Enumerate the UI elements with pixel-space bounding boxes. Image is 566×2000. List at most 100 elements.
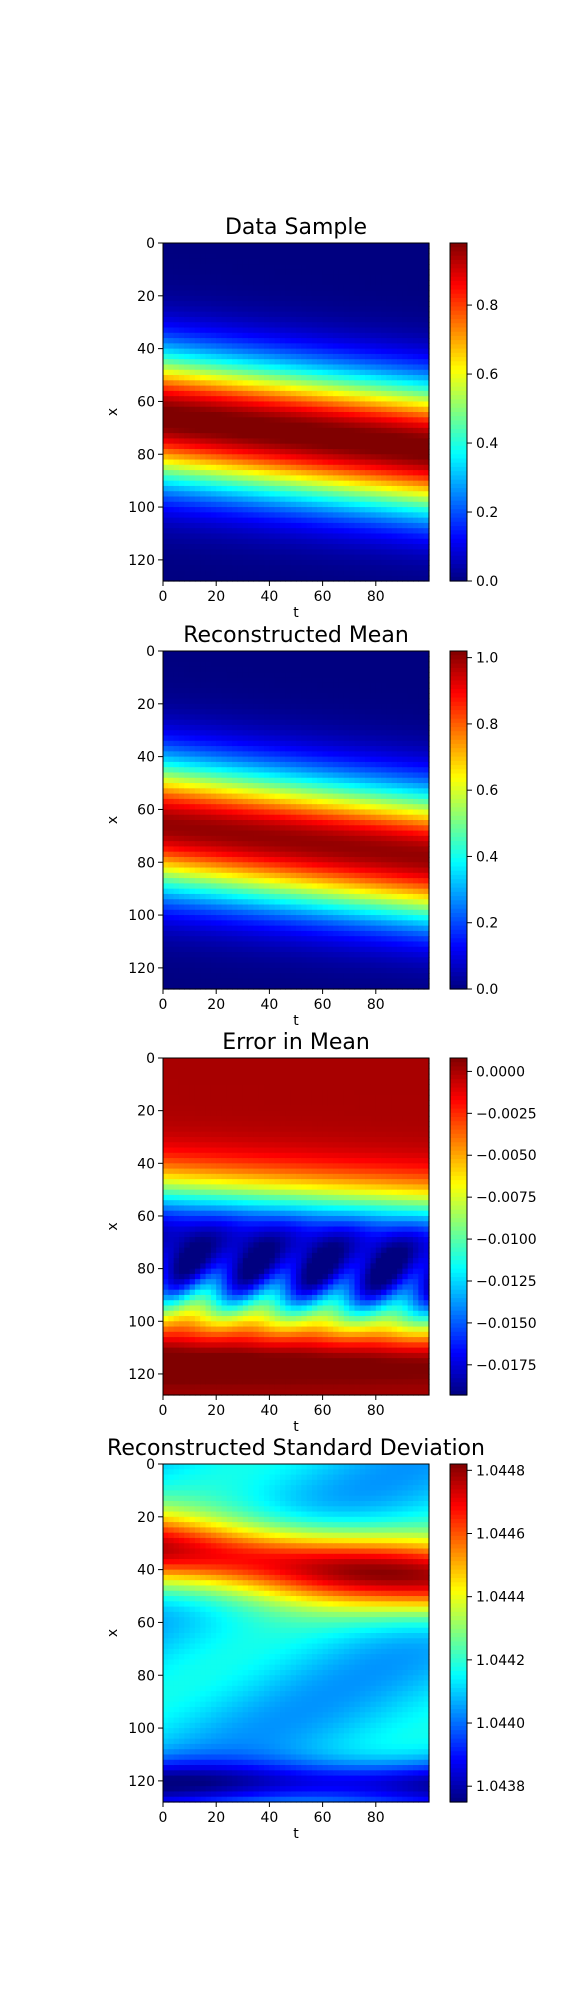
heatmap-cell (280, 464, 286, 471)
heatmap-cell (221, 522, 228, 529)
heatmap-cell (322, 311, 329, 318)
heatmap-cell (413, 491, 419, 498)
heatmap-cell (248, 883, 255, 890)
heatmap-cell (226, 724, 233, 731)
heatmap-cell (311, 565, 318, 572)
heatmap-cell (423, 496, 430, 503)
heatmap-cell (413, 412, 419, 418)
heatmap-cell (248, 936, 255, 943)
heatmap-cell (168, 570, 175, 577)
heatmap-cell (226, 459, 233, 466)
heatmap-cell (226, 693, 233, 700)
heatmap-cell (397, 517, 403, 524)
heatmap-cell (189, 687, 196, 694)
heatmap-cell (359, 501, 366, 508)
heatmap-cell (285, 565, 292, 572)
heatmap-cell (173, 962, 180, 969)
heatmap-cell (189, 359, 196, 366)
heatmap-cell (194, 703, 201, 710)
heatmap-cell (173, 554, 180, 561)
heatmap-cell (258, 893, 265, 900)
heatmap-cell (221, 724, 228, 731)
heatmap-cell (333, 353, 340, 360)
heatmap-cell (232, 767, 239, 774)
heatmap-cell (189, 475, 196, 482)
heatmap-cell (168, 427, 175, 434)
heatmap-cell (391, 459, 398, 466)
heatmap-cell (168, 830, 175, 837)
heatmap-cell (178, 565, 185, 572)
heatmap-cell (226, 825, 233, 832)
heatmap-cell (221, 983, 228, 990)
heatmap-cell (194, 396, 201, 403)
heatmap-cell (248, 740, 255, 747)
heatmap-cell (285, 793, 292, 800)
heatmap-cell (248, 427, 255, 434)
heatmap-cell (386, 290, 393, 297)
heatmap-cell (242, 417, 249, 424)
heatmap-cell (194, 856, 201, 863)
heatmap-cell (200, 554, 207, 561)
heatmap-cell (210, 740, 217, 747)
heatmap-cell (402, 480, 409, 487)
heatmap-cell (381, 332, 388, 339)
heatmap-cell (397, 269, 403, 276)
heatmap-cell (242, 285, 249, 292)
heatmap-cell (413, 322, 419, 329)
heatmap-cell (253, 359, 260, 366)
heatmap-cell (296, 925, 302, 932)
heatmap-cell (269, 651, 276, 657)
heatmap-cell (242, 946, 249, 953)
heatmap-cell (163, 396, 169, 403)
heatmap-cell (226, 338, 233, 344)
heatmap-cell (322, 470, 329, 476)
heatmap-cell (269, 952, 276, 958)
heatmap-cell (306, 290, 313, 297)
heatmap-cell (354, 459, 361, 466)
heatmap-cell (178, 417, 185, 424)
heatmap-cell (296, 575, 302, 582)
heatmap-cell (248, 422, 255, 429)
heatmap-cell (189, 872, 196, 879)
heatmap-cell (317, 406, 324, 413)
heatmap-cell (248, 952, 255, 958)
heatmap-cell (290, 867, 297, 874)
heatmap-cell (210, 978, 217, 985)
heatmap-cell (221, 693, 228, 700)
heatmap-cell (274, 651, 281, 657)
heatmap-cell (359, 311, 366, 318)
heatmap-cell (423, 406, 430, 413)
heatmap-cell (221, 438, 228, 445)
heatmap-cell (168, 983, 175, 990)
heatmap-cell (210, 364, 217, 371)
heatmap-cell (296, 962, 302, 969)
heatmap-cell (194, 522, 201, 529)
heatmap-cell (296, 899, 302, 906)
heatmap-cell (173, 311, 180, 318)
heatmap-cell (423, 311, 430, 318)
heatmap-cell (200, 253, 207, 260)
heatmap-cell (264, 830, 270, 837)
heatmap-cell (221, 359, 228, 366)
heatmap-cell (375, 279, 382, 286)
heatmap-cell (232, 422, 239, 429)
heatmap-cell (296, 788, 302, 795)
heatmap-cell (253, 517, 260, 524)
heatmap-cell (354, 274, 361, 281)
heatmap-cell (269, 496, 276, 503)
heatmap-cell (269, 501, 276, 508)
heatmap-cell (200, 672, 207, 679)
heatmap-cell (413, 475, 419, 482)
heatmap-cell (210, 485, 217, 492)
heatmap-cell (173, 930, 180, 937)
heatmap-cell (237, 327, 244, 334)
heatmap-cell (189, 290, 196, 297)
heatmap-cell (269, 687, 276, 694)
heatmap-cell (370, 248, 377, 255)
heatmap-cell (375, 554, 382, 561)
heatmap-cell (168, 798, 175, 805)
heatmap-cell (226, 332, 233, 339)
heatmap-cell (354, 559, 361, 566)
heatmap-cell (413, 448, 419, 455)
heatmap-cell (253, 883, 260, 890)
